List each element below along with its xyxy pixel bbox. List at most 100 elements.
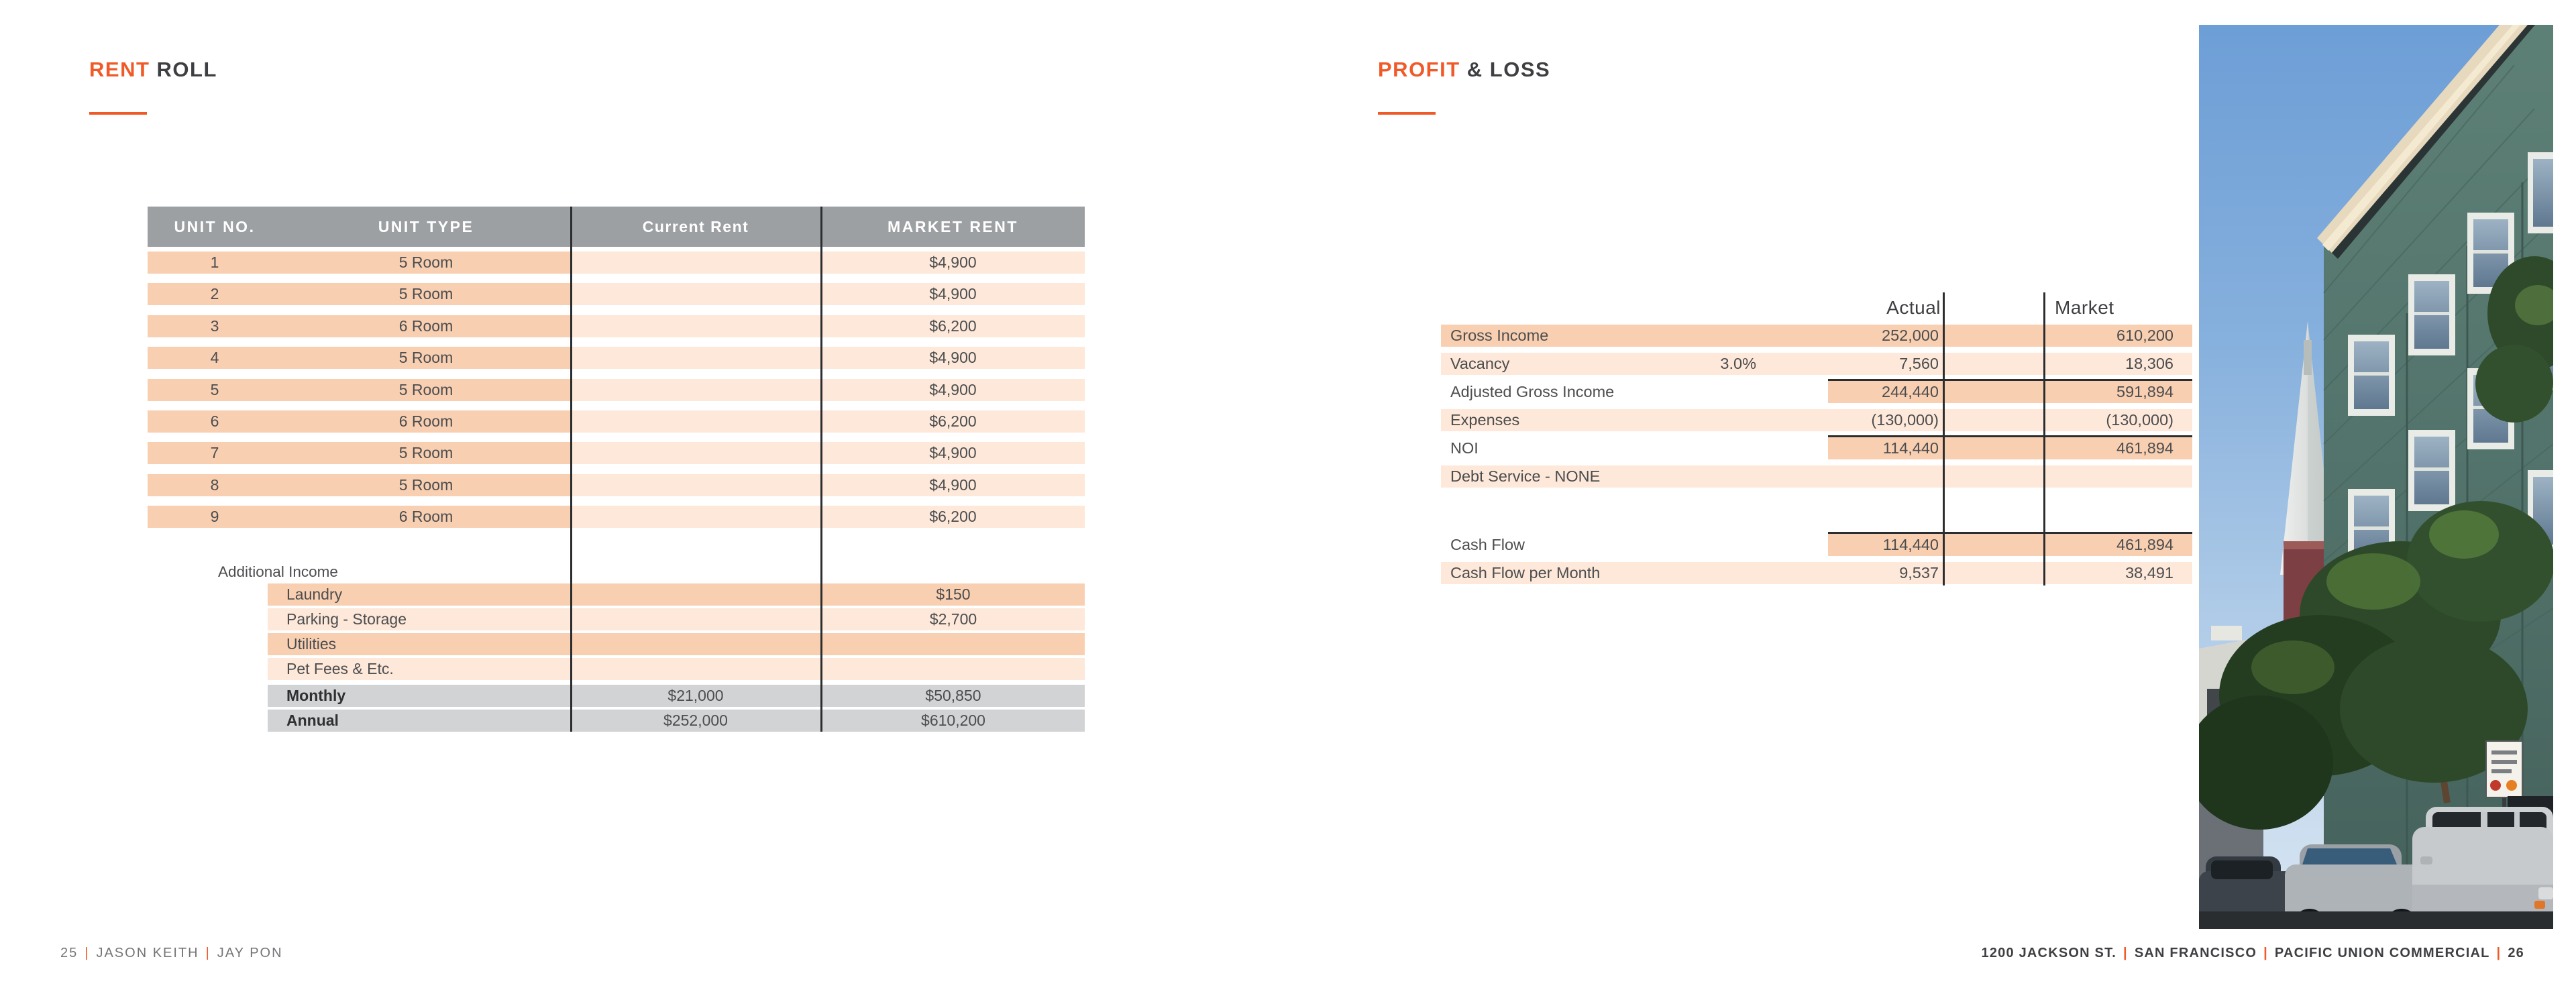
- cell-market: (130,000): [2106, 411, 2174, 429]
- cell-unit-no: 8: [148, 474, 282, 496]
- trees: [2199, 256, 2553, 830]
- brokerage: PACIFIC UNION COMMERCIAL: [2274, 946, 2490, 960]
- pl-row-debt-service: Debt Service - NONE: [1441, 465, 2192, 488]
- footer-right: 1200 JACKSON ST. | SAN FRANCISCO | PACIFIC U…: [1982, 946, 2524, 961]
- cell-market-rent: $4,900: [821, 379, 1085, 401]
- cell-vacancy-pct: 3.0%: [1720, 355, 1756, 372]
- cell-current-rent: [570, 410, 821, 433]
- rent-roll-title-rest: ROLL: [150, 58, 217, 81]
- profit-loss-title-underline: [1378, 112, 1436, 115]
- footer-separator: |: [2263, 946, 2268, 960]
- cell-current-rent: [570, 506, 821, 528]
- additional-income-label: Additional Income: [218, 563, 338, 580]
- cell-current-rent: [570, 379, 821, 401]
- cell-unit-no: 3: [148, 315, 282, 337]
- annual-total-row: Annual $252,000 $610,200: [268, 710, 1085, 732]
- cell-actual: (130,000): [1871, 411, 1939, 429]
- agent-name: JASON KEITH: [96, 946, 199, 960]
- cell-unit-type: 5 Room: [282, 252, 570, 274]
- pl-row-vacancy: Vacancy 3.0% 7,560 18,306: [1441, 353, 2192, 375]
- cell-unit-type: 6 Room: [282, 506, 570, 528]
- header-unit-no: UNIT NO.: [174, 218, 256, 235]
- cell-current-rent: [570, 252, 821, 274]
- table-row: 6 6 Room $6,200: [148, 410, 1085, 433]
- row-label: Expenses: [1450, 411, 1520, 429]
- footer-separator: |: [205, 946, 211, 960]
- profit-loss-title-accent: PROFIT: [1378, 58, 1460, 81]
- cell-unit-type: 5 Room: [282, 442, 570, 464]
- pl-row-adjusted-gross-income: Adjusted Gross Income 244,440 591,894: [1441, 379, 2192, 403]
- rent-roll-title-underline: [89, 112, 147, 115]
- cell-actual: 244,440: [1882, 383, 1939, 400]
- header-market-rent: MARKET RENT: [888, 218, 1018, 235]
- cell-market-rent: $4,900: [821, 442, 1085, 464]
- cell-unit-no: 6: [148, 410, 282, 433]
- additional-income-row: Pet Fees & Etc.: [268, 658, 1085, 680]
- cell-market: 18,306: [2125, 355, 2174, 372]
- row-label: Pet Fees & Etc.: [286, 660, 394, 677]
- profit-loss-title: PROFIT & LOSS: [1378, 58, 1550, 82]
- cell-unit-no: 5: [148, 379, 282, 401]
- row-label: Vacancy: [1450, 355, 1510, 372]
- cell-market: 461,894: [2116, 439, 2174, 457]
- column-header-market: Market: [2055, 297, 2114, 318]
- cell-unit-type: 6 Room: [282, 410, 570, 433]
- table-row: 4 5 Room $4,900: [148, 347, 1085, 369]
- cell-current-rent: $21,000: [667, 687, 724, 704]
- cell-market-rent: $4,900: [821, 252, 1085, 274]
- cornice: [2317, 25, 2535, 259]
- agent-name: JAY PON: [217, 946, 283, 960]
- cell-market-rent: $6,200: [821, 410, 1085, 433]
- parking-sign: [2485, 740, 2523, 842]
- city: SAN FRANCISCO: [2134, 946, 2257, 960]
- cell-unit-no: 4: [148, 347, 282, 369]
- cell-market: 461,894: [2116, 536, 2174, 553]
- cell-market-rent: $150: [936, 585, 971, 603]
- footer-separator: |: [85, 946, 90, 960]
- pl-row-noi: NOI 114,440 461,894: [1441, 435, 2192, 459]
- profit-loss-title-rest: & LOSS: [1460, 58, 1551, 81]
- row-label: Parking - Storage: [286, 610, 407, 628]
- table-row: 8 5 Room $4,900: [148, 474, 1085, 496]
- cell-actual: 7,560: [1899, 355, 1939, 372]
- cell-unit-no: 7: [148, 442, 282, 464]
- rent-roll-column-divider: [820, 207, 822, 732]
- rent-roll-header-row: UNIT NO. UNIT TYPE Current Rent MARKET R…: [148, 207, 1085, 247]
- row-label: Cash Flow per Month: [1450, 564, 1601, 581]
- header-current-rent: Current Rent: [642, 218, 749, 235]
- rent-roll-column-divider: [570, 207, 572, 732]
- cell-market-rent: $6,200: [821, 506, 1085, 528]
- footer-separator: |: [2123, 946, 2128, 960]
- table-row: 7 5 Room $4,900: [148, 442, 1085, 464]
- cell-current-rent: [570, 474, 821, 496]
- row-label: Monthly: [286, 687, 346, 704]
- sum-highlight: [1828, 379, 2192, 403]
- row-label: Adjusted Gross Income: [1450, 383, 1615, 400]
- cell-actual: 9,537: [1899, 564, 1939, 581]
- additional-income-row: Utilities: [268, 633, 1085, 655]
- table-row: 9 6 Room $6,200: [148, 506, 1085, 528]
- cell-current-rent: [570, 283, 821, 305]
- cell-actual: 252,000: [1882, 327, 1939, 344]
- cell-market: 610,200: [2116, 327, 2174, 344]
- footer-left: 25 | JASON KEITH | JAY PON: [60, 946, 283, 961]
- cell-market-rent: $610,200: [921, 712, 985, 729]
- cell-current-rent: [570, 442, 821, 464]
- cell-market-rent: $2,700: [929, 610, 977, 628]
- row-label: Gross Income: [1450, 327, 1549, 344]
- cell-market-rent: $4,900: [821, 283, 1085, 305]
- table-row: 5 5 Room $4,900: [148, 379, 1085, 401]
- cell-actual: 114,440: [1882, 439, 1939, 457]
- table-row: 3 6 Room $6,200: [148, 315, 1085, 337]
- table-row: 2 5 Room $4,900: [148, 283, 1085, 305]
- cell-current-rent: $252,000: [663, 712, 728, 729]
- pl-row-gross-income: Gross Income 252,000 610,200: [1441, 325, 2192, 347]
- pl-row-cash-flow-per-month: Cash Flow per Month 9,537 38,491: [1441, 562, 2192, 584]
- row-label: Laundry: [286, 585, 343, 603]
- rent-roll-title: RENT ROLL: [89, 58, 217, 82]
- page-number-left: 25: [60, 946, 78, 960]
- monthly-total-row: Monthly $21,000 $50,850: [268, 685, 1085, 707]
- pl-column-divider: [1943, 292, 1945, 585]
- additional-income-row: Parking - Storage $2,700: [268, 608, 1085, 630]
- cell-current-rent: [570, 315, 821, 337]
